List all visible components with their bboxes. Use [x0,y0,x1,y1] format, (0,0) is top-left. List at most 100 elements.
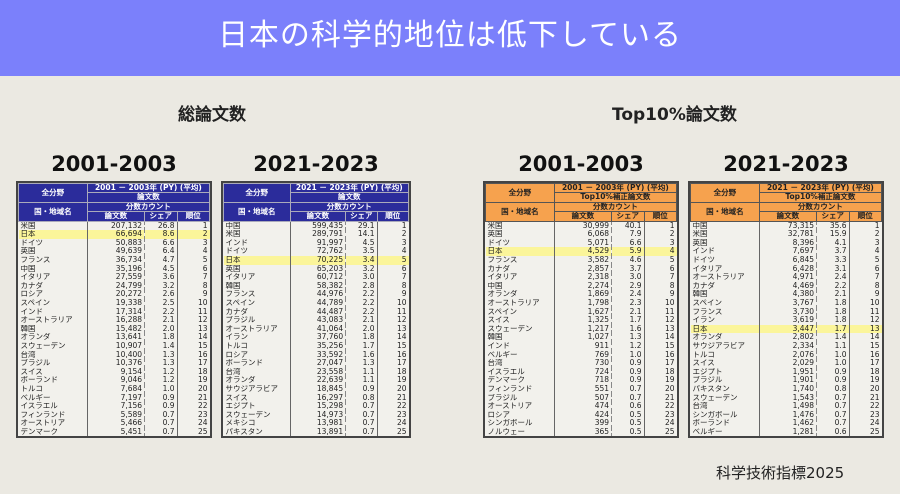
table-row: スペイン 44,789 2.2 10 [223,298,409,308]
share-cell: 3.4 [345,256,378,265]
share-cell: 0.7 [611,384,645,394]
table-row: カナダ 4,469 2.2 8 [690,281,882,291]
country-cell: 米国 [690,230,760,239]
rank-cell: 7 [874,273,880,282]
share-cell: 0.9 [144,393,178,403]
share-cell: 7.9 [611,230,645,239]
rank-cell: 4 [874,247,880,256]
share-cell: 3.5 [345,247,378,256]
share-cell: 1.8 [345,333,378,342]
country-cell: イスラエル [485,367,555,377]
share-cell: 14.1 [345,230,378,239]
table-row: フィンランド 551 0.7 20 [485,384,677,394]
rank-cell: 13 [396,324,407,333]
table-row: オーストラリア 4,971 2.4 7 [690,273,882,282]
rank-cell: 18 [396,367,407,376]
source-label: 科学技術指標2025 [716,464,845,482]
rank-cell: 17 [869,359,880,368]
papers-cell: 37,760 [290,333,347,342]
papers-cell: 724 [554,367,613,377]
share-cell: 1.0 [816,350,850,360]
papers-cell: 33,592 [290,350,347,360]
share-cell: 0.7 [144,427,178,437]
table-row: 台湾 23,558 1.1 18 [223,367,409,377]
papers-cell: 718 [554,376,613,385]
papers-cell: 13,981 [290,419,347,428]
rank-cell: 16 [869,350,880,359]
share-cell: 8.6 [144,230,178,239]
rank-cell: 10 [664,298,675,307]
papers-cell: 14,973 [290,410,347,420]
rank-cell: 20 [396,384,407,393]
table-row: インド 17,314 2.2 11 [18,307,210,317]
share-cell: 1.7 [816,324,850,334]
share-cell: 1.2 [611,341,645,351]
table-row: オランダ 13,641 1.8 14 [18,333,210,342]
country-cell: カナダ [223,307,291,317]
papers-cell: 1,281 [759,427,818,437]
header-region: 国・地域名 [485,201,555,222]
country-cell: ブラジル [485,393,555,403]
rank-cell: 22 [396,402,407,411]
share-cell: 1.8 [816,316,850,325]
country-cell: ドイツ [690,256,760,265]
rank-cell: 7 [401,273,407,282]
country-cell: フランス [485,256,555,265]
rank-cell: 25 [869,427,880,436]
rank-cell: 15 [396,341,407,350]
table-row: スウェーデン 1,543 0.7 21 [690,393,882,403]
share-cell: 29.1 [345,221,378,231]
period-label: 2001-2003 [51,152,177,176]
rank-cell: 11 [664,307,675,316]
papers-cell: 9,046 [87,376,146,385]
header-share: シェア [345,211,378,222]
section-title-top10: Top10%論文数 [612,105,737,125]
papers-cell: 50,883 [87,238,146,248]
table-row: イスラエル 7,156 0.9 22 [18,402,210,411]
country-cell: ドイツ [223,247,291,256]
table-row: ドイツ 6,845 3.3 5 [690,256,882,265]
share-cell: 1.3 [144,359,178,368]
country-cell: イタリア [690,264,760,274]
country-cell: 台湾 [223,367,291,377]
rank-cell: 24 [869,419,880,428]
country-cell: 米国 [18,221,88,231]
rank-cell: 15 [664,341,675,350]
share-cell: 0.9 [611,376,645,385]
share-cell: 4.5 [144,264,178,274]
table-row: インド 7,697 3.7 4 [690,247,882,256]
papers-cell: 2,029 [759,359,818,368]
papers-cell: 36,734 [87,256,146,265]
header-rank: 順位 [643,211,678,222]
papers-cell: 17,314 [87,307,146,317]
country-cell: エジプト [223,402,291,411]
country-cell: 韓国 [223,281,291,291]
share-cell: 0.7 [816,410,850,420]
rank-cell: 11 [869,307,880,316]
papers-cell: 72,762 [290,247,347,256]
rank-cell: 5 [669,256,675,264]
country-cell: ポーランド [690,419,760,428]
country-cell: カナダ [690,281,760,291]
papers-cell: 32,781 [759,230,818,239]
country-cell: パキスタン [223,427,291,437]
ranking-table: 全分野 2001 － 2003年 (PY) (平均) Top10%補正論文数 国・… [483,181,679,439]
rank-cell: 3 [202,238,208,247]
share-cell: 3.2 [144,281,178,291]
papers-cell: 10,400 [87,350,146,360]
country-cell: フランス [223,290,291,299]
share-cell: 1.8 [144,333,178,342]
country-cell: ドイツ [18,238,88,248]
table-row: ノルウェー 365 0.5 25 [485,427,677,437]
share-cell: 40.1 [611,221,645,231]
table-row: スイス 16,297 0.8 21 [223,393,409,403]
papers-cell: 27,559 [87,273,146,282]
share-cell: 1.3 [345,359,378,368]
rank-cell: 20 [197,384,208,393]
papers-cell: 2,318 [554,273,613,282]
country-cell: パキスタン [690,384,760,394]
papers-cell: 3,582 [554,256,613,265]
table-row: 米国 32,781 15.9 2 [690,230,882,239]
share-cell: 3.2 [345,264,378,274]
country-cell: サウジアラビア [223,384,291,394]
